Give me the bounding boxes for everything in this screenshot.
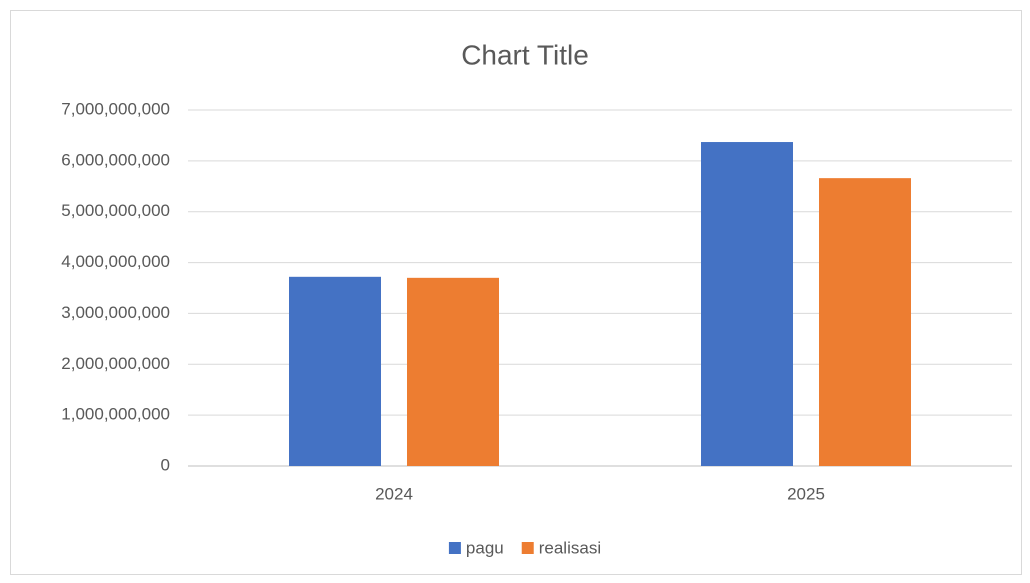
y-tick-label: 6,000,000,000 (61, 150, 170, 169)
legend-swatch (521, 542, 534, 554)
bar (819, 178, 911, 467)
bar (407, 277, 499, 466)
bar (701, 142, 793, 467)
y-tick-label: 2,000,000,000 (61, 354, 170, 373)
legend-swatch (448, 542, 461, 554)
y-tick-label: 5,000,000,000 (61, 201, 170, 220)
y-tick-label: 0 (161, 455, 170, 474)
chart-title: Chart Title (461, 39, 589, 70)
y-tick-label: 7,000,000,000 (61, 99, 170, 118)
y-tick-label: 4,000,000,000 (61, 252, 170, 271)
y-tick-label: 1,000,000,000 (61, 405, 170, 424)
bar (289, 276, 381, 466)
y-tick-label: 3,000,000,000 (61, 303, 170, 322)
x-tick-label: 2024 (375, 484, 413, 503)
legend-label: realisasi (539, 538, 601, 557)
x-tick-label: 2025 (787, 484, 825, 503)
legend-label: pagu (466, 538, 504, 557)
